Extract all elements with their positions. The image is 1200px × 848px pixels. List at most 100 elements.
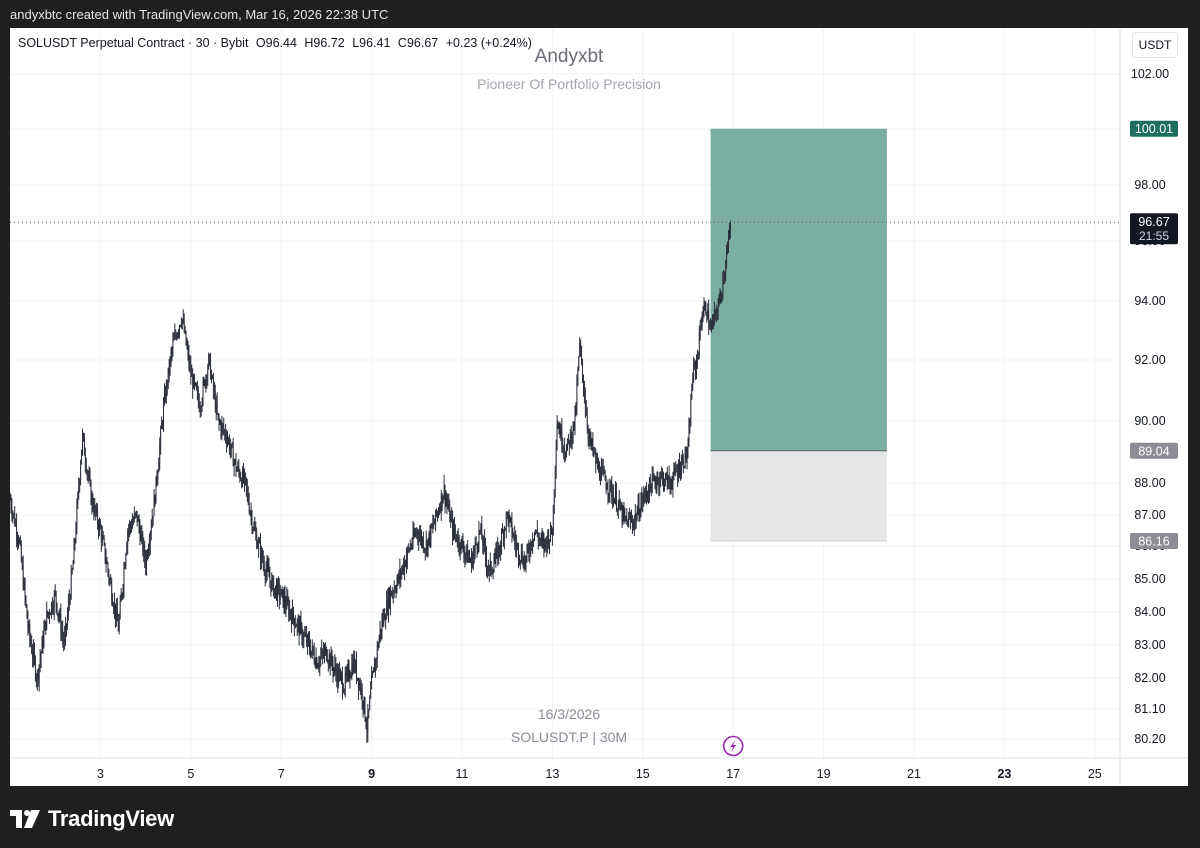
- candle-body: [344, 673, 346, 690]
- candle-body: [161, 423, 163, 429]
- candle-body: [354, 657, 356, 670]
- candle-body: [557, 425, 559, 429]
- candle-body: [375, 659, 377, 661]
- candle-body: [591, 440, 593, 445]
- candle-body: [683, 466, 685, 468]
- candle-body: [103, 538, 105, 544]
- candle-body: [330, 654, 332, 667]
- candle-body: [61, 631, 63, 634]
- candle-body: [662, 474, 663, 476]
- candle-body: [246, 486, 248, 492]
- candle-body: [349, 677, 351, 679]
- currency-button[interactable]: USDT: [1132, 32, 1178, 58]
- candle-body: [605, 480, 607, 489]
- candle-body: [606, 488, 608, 490]
- candle-body: [525, 556, 527, 565]
- candle-body: [464, 554, 466, 557]
- candle-body: [60, 613, 62, 634]
- candle-body: [416, 530, 418, 534]
- candle-body: [374, 667, 375, 673]
- candle-body: [653, 477, 655, 479]
- symbol-name[interactable]: SOLUSDT Perpetual Contract · 30 · Bybit: [18, 36, 249, 50]
- candle-body: [336, 672, 338, 683]
- candle-body: [332, 664, 334, 672]
- candle-body: [194, 376, 195, 384]
- candle-body: [390, 591, 392, 596]
- candle-body: [498, 545, 500, 561]
- candle-body: [10, 499, 12, 508]
- candle-body: [654, 477, 656, 483]
- candle-body: [440, 493, 442, 511]
- candle-body: [519, 560, 521, 562]
- candle-body: [505, 514, 507, 529]
- candle-body: [384, 613, 386, 621]
- candle-body: [532, 541, 534, 546]
- candle-body: [434, 522, 436, 525]
- candle-body: [587, 427, 589, 439]
- candle-body: [670, 483, 672, 487]
- candle-body: [436, 510, 437, 515]
- candle-body: [12, 513, 14, 516]
- candle-body: [198, 401, 200, 411]
- chart-pane[interactable]: Andyxbt Pioneer Of Portfolio Precision 16/…: [10, 28, 1188, 786]
- candle-body: [376, 645, 378, 660]
- watermark-symbol-interval: SOLUSDT.P | 30M: [511, 729, 627, 745]
- candle-body: [337, 669, 339, 683]
- candle-body: [372, 672, 373, 677]
- candle-body: [579, 342, 581, 356]
- candle-body: [496, 546, 498, 550]
- candle-body: [602, 467, 604, 472]
- price-tick-label: 84.00: [1134, 605, 1165, 619]
- candle-body: [95, 505, 97, 513]
- candle-body: [234, 459, 236, 462]
- candle-body: [625, 516, 627, 520]
- candle-body: [481, 525, 483, 540]
- candle-body: [451, 517, 453, 519]
- candle-body: [335, 665, 337, 673]
- candle-body: [203, 380, 205, 383]
- candle-body: [196, 389, 198, 392]
- candle-body: [469, 557, 470, 560]
- price-chart[interactable]: Andyxbt Pioneer Of Portfolio Precision 16/…: [10, 28, 1188, 786]
- candle-body: [626, 519, 628, 521]
- candle-body: [195, 383, 196, 385]
- candle-body: [199, 409, 201, 411]
- candle-body: [452, 518, 453, 536]
- stop-loss-zone[interactable]: [710, 450, 887, 542]
- candle-body: [259, 541, 260, 543]
- candle-body: [307, 636, 308, 645]
- candle-body: [317, 666, 319, 668]
- candle-body: [548, 534, 550, 546]
- candle-body: [338, 669, 340, 681]
- candle-body: [250, 512, 252, 515]
- candle-body: [510, 517, 512, 521]
- candle-body: [116, 608, 117, 619]
- candle-body: [648, 478, 650, 497]
- candle-body: [598, 464, 599, 469]
- candle-body: [715, 310, 717, 314]
- candle-body: [79, 479, 81, 488]
- candle-body: [530, 541, 532, 554]
- candle-body: [447, 503, 449, 508]
- candle-body: [483, 538, 485, 547]
- candle-body: [493, 563, 495, 572]
- candle-body: [721, 293, 723, 297]
- candle-body: [468, 557, 469, 563]
- candle-body: [355, 661, 356, 670]
- price-tick-label: 83.00: [1134, 638, 1165, 652]
- candle-body: [685, 449, 687, 459]
- candle-body: [35, 677, 37, 680]
- candle-body: [442, 496, 444, 504]
- candle-body: [499, 545, 501, 550]
- time-tick-label: 25: [1088, 767, 1102, 781]
- candle-body: [558, 428, 560, 430]
- profit-zone[interactable]: [710, 128, 887, 451]
- candle-body: [403, 565, 405, 571]
- candle-body: [42, 638, 44, 646]
- candle-body: [719, 296, 721, 298]
- candle-body: [727, 246, 728, 254]
- candle-body: [304, 634, 306, 636]
- candle-body: [193, 376, 195, 389]
- candle-body: [350, 675, 352, 678]
- candle-body: [501, 532, 502, 548]
